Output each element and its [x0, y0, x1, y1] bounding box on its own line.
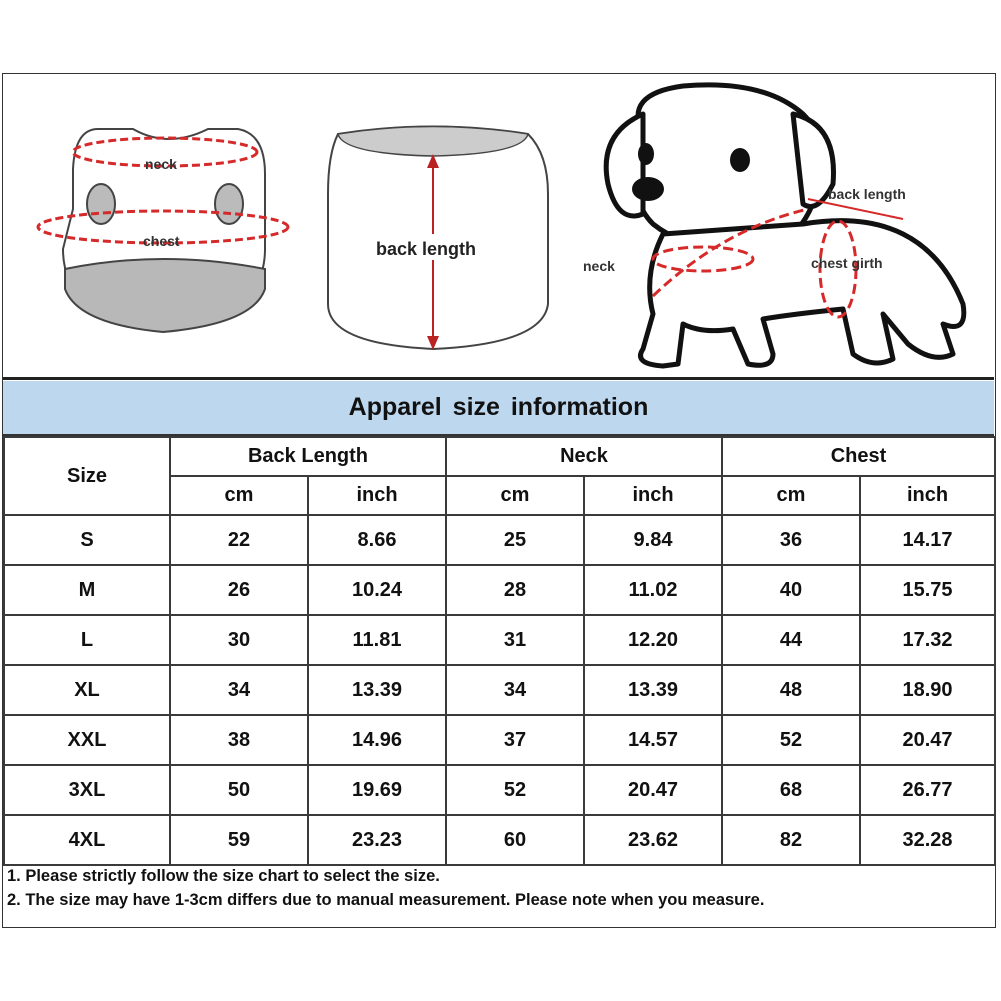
value-cell: 50 — [169, 764, 309, 816]
group-header: Back Length — [169, 436, 447, 477]
group-header: Chest — [720, 436, 997, 477]
table-row: XL 34 13.39 34 13.39 48 18.90 — [3, 664, 997, 716]
size-chart: neck chest back length — [2, 73, 998, 928]
note: 2. The size may have 1-3cm differs due t… — [7, 891, 765, 909]
value-cell: 36 — [721, 514, 861, 566]
back-length-label: back length — [376, 239, 476, 259]
unit-header: inch — [858, 475, 997, 516]
notes: 1. Please strictly follow the size chart… — [3, 864, 998, 912]
value-cell: 20.47 — [858, 714, 997, 766]
table-title: Apparel size information — [3, 381, 994, 436]
value-cell: 52 — [445, 764, 585, 816]
table-row: L 30 11.81 31 12.20 44 17.32 — [3, 614, 997, 666]
table-row: S 22 8.66 25 9.84 36 14.17 — [3, 514, 997, 566]
unit-header: cm — [169, 475, 309, 516]
value-cell: 8.66 — [307, 514, 447, 566]
vest-back-illustration: back length — [327, 125, 549, 351]
value-cell: 34 — [445, 664, 585, 716]
size-cell: XXL — [3, 714, 171, 766]
value-cell: 28 — [445, 564, 585, 616]
value-cell: 14.57 — [583, 714, 723, 766]
value-cell: 23.62 — [583, 814, 723, 866]
value-cell: 23.23 — [307, 814, 447, 866]
table-row: XXL 38 14.96 37 14.57 52 20.47 — [3, 714, 997, 766]
value-cell: 15.75 — [858, 564, 997, 616]
table-row: M 26 10.24 28 11.02 40 15.75 — [3, 564, 997, 616]
size-cell: M — [3, 564, 171, 616]
value-cell: 20.47 — [583, 764, 723, 816]
header-row-groups: Size Back Length Neck Chest — [3, 436, 997, 516]
dog-neck-label: neck — [583, 258, 615, 274]
value-cell: 25 — [445, 514, 585, 566]
value-cell: 9.84 — [583, 514, 723, 566]
value-cell: 30 — [169, 614, 309, 666]
value-cell: 14.17 — [858, 514, 997, 566]
vest-front-illustration: neck chest — [36, 128, 290, 334]
dog-illustration — [603, 82, 967, 369]
value-cell: 32.28 — [858, 814, 997, 866]
value-cell: 14.96 — [307, 714, 447, 766]
table-row: 4XL 59 23.23 60 23.62 82 32.28 — [3, 814, 997, 866]
unit-header: cm — [721, 475, 861, 516]
value-cell: 34 — [169, 664, 309, 716]
value-cell: 44 — [721, 614, 861, 666]
group-header: Neck — [445, 436, 723, 477]
value-cell: 59 — [169, 814, 309, 866]
value-cell: 38 — [169, 714, 309, 766]
value-cell: 22 — [169, 514, 309, 566]
value-cell: 13.39 — [307, 664, 447, 716]
value-cell: 26 — [169, 564, 309, 616]
note: 1. Please strictly follow the size chart… — [7, 867, 440, 885]
value-cell: 82 — [721, 814, 861, 866]
value-cell: 11.02 — [583, 564, 723, 616]
value-cell: 68 — [721, 764, 861, 816]
table-row: 3XL 50 19.69 52 20.47 68 26.77 — [3, 764, 997, 816]
value-cell: 11.81 — [307, 614, 447, 666]
value-cell: 18.90 — [858, 664, 997, 716]
dog-back-length-label: back length — [828, 186, 906, 202]
value-cell: 19.69 — [307, 764, 447, 816]
value-cell: 40 — [721, 564, 861, 616]
unit-header: inch — [307, 475, 447, 516]
value-cell: 10.24 — [307, 564, 447, 616]
value-cell: 37 — [445, 714, 585, 766]
dog-chest-girth-label: chest girth — [811, 255, 883, 271]
divider — [3, 377, 994, 380]
value-cell: 17.32 — [858, 614, 997, 666]
value-cell: 60 — [445, 814, 585, 866]
size-cell: S — [3, 514, 171, 566]
size-cell: L — [3, 614, 171, 666]
unit-header: inch — [583, 475, 723, 516]
unit-header: cm — [445, 475, 585, 516]
value-cell: 13.39 — [583, 664, 723, 716]
value-cell: 31 — [445, 614, 585, 666]
chest-label: chest — [143, 233, 180, 249]
neck-label: neck — [145, 156, 177, 172]
size-header: Size — [3, 436, 171, 516]
size-cell: XL — [3, 664, 171, 716]
value-cell: 48 — [721, 664, 861, 716]
value-cell: 26.77 — [858, 764, 997, 816]
value-cell: 52 — [721, 714, 861, 766]
header-row-units: cm inch cm inch cm inch — [4, 475, 997, 516]
value-cell: 12.20 — [583, 614, 723, 666]
measurement-illustrations: neck chest back length — [36, 82, 967, 369]
size-cell: 4XL — [3, 814, 171, 866]
size-cell: 3XL — [3, 764, 171, 816]
size-table: Size Back Length Neck Chest cm inch cm inch… — [3, 436, 997, 866]
